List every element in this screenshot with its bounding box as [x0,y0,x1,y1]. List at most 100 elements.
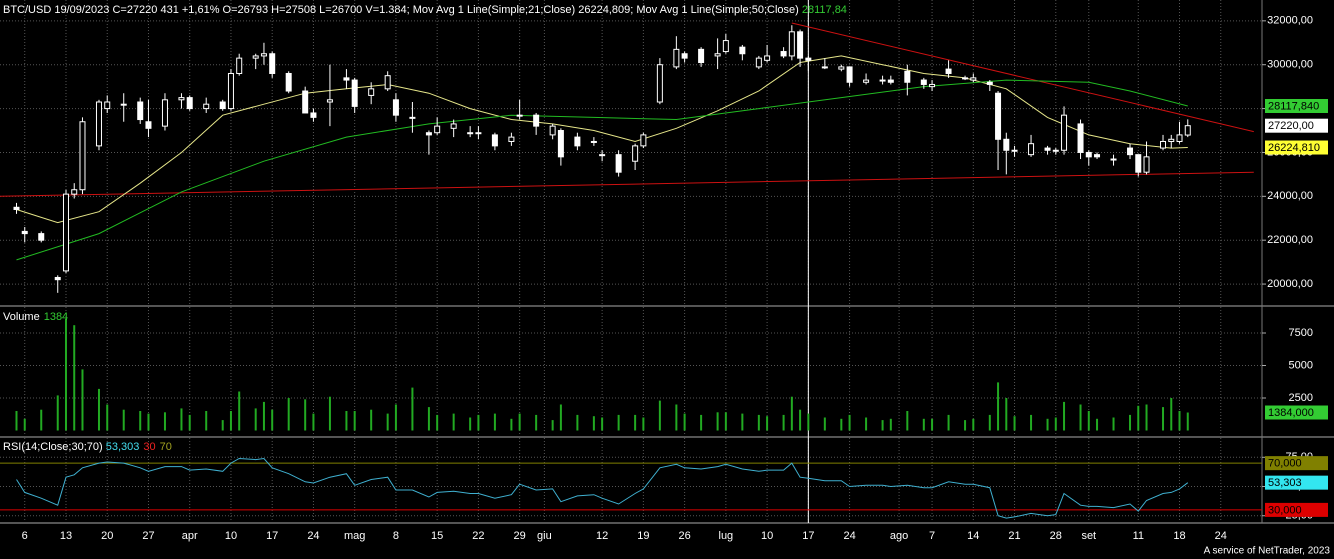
candle-body [846,66,853,83]
candle-body [516,114,523,117]
candle-body [269,53,276,74]
last-value-box [1265,118,1328,133]
volume-bar [436,414,439,431]
candle-body [970,77,977,81]
candle-body [945,68,952,74]
volume-bar [906,411,909,431]
volume-bar [188,414,191,431]
x-tick-label: 27 [142,530,154,542]
volume-bar [823,417,826,431]
x-tick-label: 29 [514,530,526,542]
candle-body [120,103,127,106]
volume-bar [675,404,678,431]
volume-bar [163,412,166,431]
candle-body [13,206,20,210]
candle-body [879,79,886,82]
volume-bar [1186,412,1189,431]
candle-body [986,81,993,85]
volume-bar [1054,417,1057,431]
x-tick-label: 24 [1215,530,1227,542]
volume-bar [766,416,769,431]
volume-bar [1137,405,1140,431]
candle-body [161,99,168,127]
y-tick-label: 20000,00 [1267,278,1313,290]
volume-bar [807,413,810,431]
candle-body [1143,156,1150,173]
candle-body [1110,158,1117,161]
candle-body [1168,138,1175,142]
volume-bar [592,416,595,431]
candle-body [450,123,457,129]
candle-body [351,79,358,107]
volume-bar [1013,416,1016,431]
volume-bar [229,411,232,431]
volume-bar [1178,411,1181,431]
volume-bar [551,420,554,431]
volume-bar [700,414,703,431]
volume-bar [81,369,84,431]
volume-bar [40,409,43,431]
rsi-line [16,457,1189,519]
candle-body [920,79,927,85]
candle-body [780,51,787,57]
x-tick-label: 18 [1173,530,1185,542]
panel-title: RSI(14;Close;30;70) 53,303 30 70 [3,441,172,453]
x-tick-label: 17 [802,530,814,542]
x-tick-label: 24 [307,530,319,542]
volume-bar [411,387,414,431]
volume-bar [889,418,892,431]
x-tick-label: giu [537,530,552,542]
candle-body [739,46,746,55]
volume-bar [122,409,125,431]
last-value-box [1265,502,1328,517]
moving-average [16,79,1188,261]
panel-title-part: 53,303 [106,441,140,453]
candle-body [962,77,969,80]
candle-body [467,132,474,135]
candle-body [392,99,399,116]
volume-bar [559,404,562,431]
last-value-box [1265,456,1328,471]
panel-title-value: 1384 [44,311,68,323]
candle-body [178,97,185,101]
candle-body [21,230,28,235]
candle-body [698,48,705,64]
volume-bar [287,398,290,431]
x-tick-label: 7 [929,530,935,542]
candle-body [219,101,226,110]
volume-bar [238,391,241,431]
volume-bar [922,418,925,431]
y-tick-label: 30000,00 [1267,59,1313,71]
x-tick-label: 11 [1133,530,1144,542]
volume-bar [1087,411,1090,431]
x-tick-label: 6 [22,530,28,542]
x-tick-label: 24 [843,530,855,542]
volume-bar [790,396,793,431]
last-value-box [1265,140,1328,155]
candle-body [533,114,540,127]
x-tick-label: 20 [101,530,113,542]
volume-bar [469,417,472,431]
volume-bar [881,420,884,431]
volume-bar [262,401,265,431]
candle-body [805,57,812,61]
volume-bar [180,408,183,431]
candle-body [632,145,639,162]
candle-body [590,140,597,143]
candle-body [599,154,606,157]
volume-bar [452,413,455,431]
last-value-label: 1384,000 [1268,407,1314,419]
candle-body [574,136,581,147]
volume-bar [15,411,18,431]
candle-body [491,134,498,147]
candle-body [310,112,317,118]
x-tick-label: 19 [637,530,649,542]
volume-bar [386,413,389,431]
candle-body [186,97,193,110]
volume-bar [865,417,868,431]
x-tick-label: apr [182,530,198,542]
y-tick-label: 22000,00 [1267,234,1313,246]
volume-bar [64,318,67,431]
y-tick-label: 24000,00 [1267,190,1313,202]
volume-bar [1145,404,1148,431]
